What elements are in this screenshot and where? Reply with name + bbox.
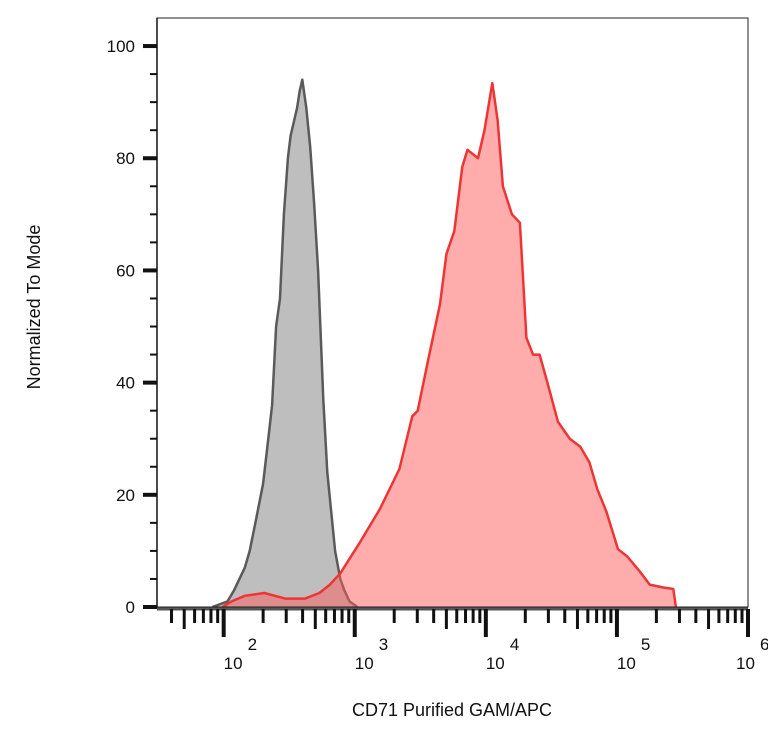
x-tick-label-base: 10 [736, 654, 755, 673]
x-tick-label-base: 10 [224, 654, 243, 673]
series-1-line [211, 78, 359, 609]
x-tick-label-base: 10 [486, 654, 505, 673]
x-tick-label-base: 10 [617, 654, 636, 673]
y-tick-label: 40 [116, 374, 135, 393]
x-axis-title: CD71 Purified GAM/APC [352, 700, 552, 720]
x-tick-label-exponent: 6 [760, 635, 768, 654]
axes-layer: 0 20 40 60 80 100 10 2 10 3 10 4 10 5 10 6 [107, 18, 768, 673]
x-tick-label-exponent: 2 [248, 635, 257, 654]
series-2-line [221, 81, 678, 609]
x-tick-label-exponent: 4 [510, 635, 519, 654]
series-2-fill [222, 83, 676, 608]
y-tick-label: 60 [116, 261, 135, 280]
x-tick-label-base: 10 [355, 654, 374, 673]
x-tick-label-exponent: 5 [641, 635, 650, 654]
y-tick-label: 20 [116, 486, 135, 505]
y-tick-label: 0 [126, 598, 135, 617]
y-tick-label: 80 [116, 149, 135, 168]
series-layer [211, 78, 678, 609]
x-tick-label-exponent: 3 [379, 635, 388, 654]
y-axis-title: Normalized To Mode [24, 225, 44, 390]
y-tick-label: 100 [107, 37, 135, 56]
series-1-fill [212, 79, 358, 607]
